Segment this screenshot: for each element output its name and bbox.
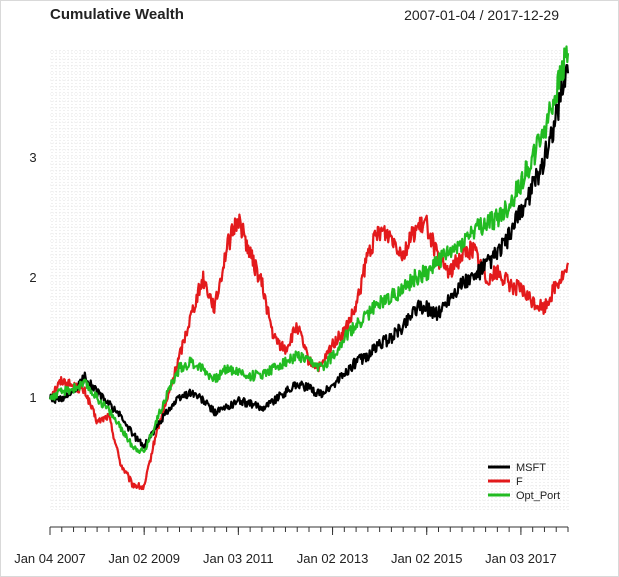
x-tick-label: Jan 04 2007 [14, 551, 86, 566]
legend-label-opt-port: Opt_Port [516, 490, 560, 502]
x-tick-label: Jan 03 2017 [485, 551, 557, 566]
series-line-msft [48, 63, 570, 449]
date-range: 2007-01-04 / 2017-12-29 [404, 7, 559, 23]
chart-title: Cumulative Wealth [50, 6, 184, 23]
y-tick-label: 3 [29, 150, 36, 165]
x-tick-label: Jan 02 2015 [391, 551, 463, 566]
legend-label-msft: MSFT [516, 462, 546, 474]
legend: MSFT F Opt_Port [488, 462, 560, 502]
series-line-opt-port [48, 45, 570, 454]
legend-label-f: F [516, 476, 523, 488]
x-tick-label: Jan 03 2011 [203, 551, 274, 566]
x-tick-label: Jan 02 2009 [108, 551, 180, 566]
y-tick-label: 2 [29, 270, 36, 285]
y-tick-label: 1 [29, 390, 36, 405]
x-tick-label: Jan 02 2013 [297, 551, 369, 566]
